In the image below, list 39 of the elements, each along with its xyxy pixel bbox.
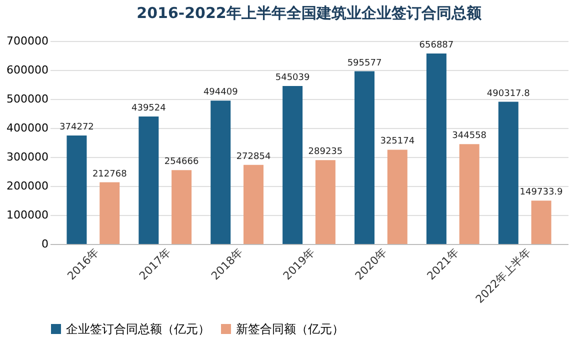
y-tick-label: 400000 (6, 122, 48, 134)
bar (282, 86, 303, 244)
bar (426, 54, 446, 244)
data-label: 149733.9 (520, 188, 564, 198)
bar (172, 170, 192, 244)
y-tick-label: 300000 (6, 150, 48, 164)
bar (459, 144, 480, 244)
data-label: 325174 (380, 136, 415, 147)
data-label: 344558 (452, 131, 487, 142)
y-tick-label: 500000 (6, 92, 48, 106)
data-label: 374272 (60, 122, 94, 132)
data-label: 595577 (347, 58, 382, 68)
data-label: 439524 (131, 104, 166, 114)
data-label: 656887 (419, 40, 454, 51)
data-label: 289235 (308, 147, 343, 158)
legend-label: 企业签订合同总额（亿元） (66, 322, 210, 336)
bar (315, 160, 336, 244)
chart-title: 2016-2022年上半年全国建筑业企业签订合同总额 (136, 4, 482, 22)
data-label: 490317.8 (486, 88, 530, 99)
bar (498, 102, 518, 244)
data-label: 254666 (164, 157, 200, 168)
bar (244, 164, 264, 244)
bar (100, 182, 120, 244)
bar (138, 116, 159, 244)
bar (531, 200, 552, 244)
data-label: 212768 (92, 169, 128, 180)
y-tick-label: 600000 (6, 64, 48, 76)
bar (210, 100, 231, 244)
bar (387, 150, 408, 244)
legend-label: 新签合同额（亿元） (236, 322, 344, 336)
data-label: 494409 (203, 88, 238, 98)
y-tick-label: 100000 (6, 208, 48, 222)
data-label: 545039 (275, 72, 310, 83)
y-tick-label: 0 (42, 238, 48, 250)
data-label: 272854 (236, 152, 271, 162)
bar (66, 135, 87, 244)
bar (354, 71, 374, 244)
y-tick-label: 200000 (6, 180, 48, 192)
y-tick-label: 700000 (6, 34, 48, 48)
